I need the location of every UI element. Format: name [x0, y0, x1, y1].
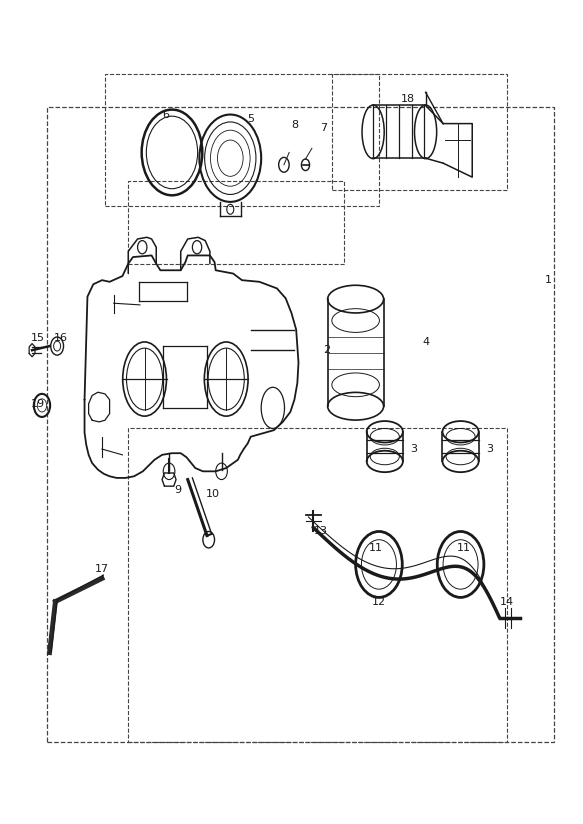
Text: 19: 19: [31, 399, 45, 409]
Text: 13: 13: [314, 527, 328, 536]
Text: 2: 2: [323, 345, 330, 355]
Text: 5: 5: [247, 115, 254, 124]
Text: 17: 17: [95, 564, 109, 574]
Text: 10: 10: [206, 489, 220, 499]
Text: 18: 18: [401, 94, 415, 104]
Text: 11: 11: [456, 543, 470, 553]
Text: 3: 3: [486, 444, 493, 454]
Text: 9: 9: [174, 485, 181, 495]
Bar: [47, 107, 554, 742]
Text: 8: 8: [291, 120, 298, 130]
Text: 6: 6: [163, 110, 170, 120]
Bar: [128, 181, 344, 264]
Text: 4: 4: [422, 337, 429, 347]
Text: 12: 12: [372, 597, 386, 606]
Text: 14: 14: [500, 597, 514, 606]
Text: 3: 3: [410, 444, 417, 454]
Text: 11: 11: [369, 543, 383, 553]
Bar: [332, 74, 507, 190]
Bar: [128, 428, 507, 742]
Text: 7: 7: [320, 123, 327, 133]
Text: 15: 15: [31, 333, 45, 343]
Bar: [105, 74, 379, 206]
Text: 16: 16: [54, 333, 68, 343]
Text: 1: 1: [545, 275, 552, 285]
